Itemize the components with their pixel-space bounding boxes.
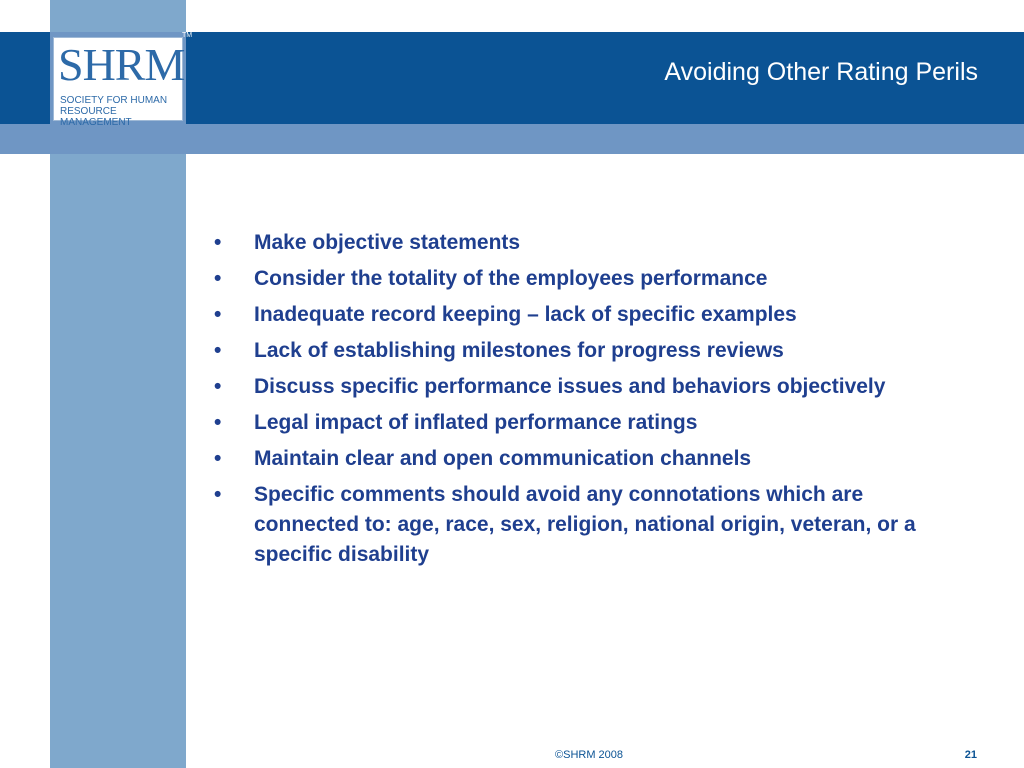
logo-panel: SHRM Society for Human Resource Manageme…	[53, 37, 185, 128]
bullet-icon: •	[214, 339, 222, 362]
page-number: 21	[964, 749, 977, 761]
bullet-item: • Legal impact of inflated performance ra…	[212, 408, 972, 438]
logo-tagline: Society for Human Resource Management	[60, 95, 168, 128]
logo-trademark: TM	[182, 32, 193, 39]
footer-copyright: ©SHRM 2008	[555, 749, 624, 761]
slide-title: Avoiding Other Rating Perils	[664, 58, 978, 86]
bullet-icon: •	[214, 303, 222, 326]
bullet-text: Legal impact of inflated performance rat…	[254, 411, 698, 434]
bullet-item: • Maintain clear and open communication c…	[212, 444, 972, 474]
bullet-text: Specific comments should avoid any conno…	[254, 483, 916, 566]
bullet-text: Make objective statements	[254, 231, 521, 254]
bullet-text: Consider the totality of the employees p…	[254, 267, 768, 290]
bullet-item: • Make objective statements	[212, 228, 972, 258]
bullet-text: Discuss specific performance issues and …	[254, 375, 886, 398]
bullet-item: • Lack of establishing milestones for pro…	[212, 336, 972, 366]
bullet-text: Inadequate record keeping – lack of spec…	[254, 303, 797, 326]
bullet-text: Maintain clear and open communication ch…	[254, 447, 752, 470]
bullet-icon: •	[214, 375, 222, 398]
bullet-text: Lack of establishing milestones for prog…	[254, 339, 784, 362]
bullet-icon: •	[214, 267, 222, 290]
bullet-item: • Consider the totality of the employees …	[212, 264, 972, 294]
bullet-item: • Inadequate record keeping – lack of spe…	[212, 300, 972, 330]
bullet-icon: •	[214, 411, 222, 434]
bullet-icon: •	[214, 231, 222, 254]
bullet-icon: •	[214, 447, 222, 470]
bullet-list: • Make objective statements • Consider the…	[212, 228, 972, 576]
bullet-item: • Discuss specific performance issues and…	[212, 372, 972, 402]
header-sub-band	[0, 124, 1024, 154]
bullet-icon: •	[214, 483, 222, 506]
bullet-item: • Specific comments should avoid any conn…	[212, 480, 972, 570]
logo-mark: SHRM	[58, 39, 185, 90]
